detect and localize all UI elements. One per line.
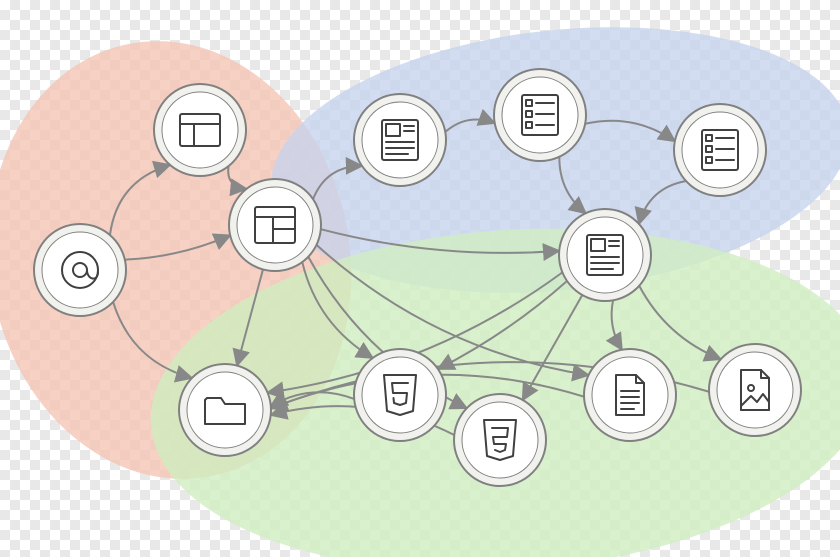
node-article1: [354, 94, 446, 186]
node-css3: [454, 394, 546, 486]
node-layout: [229, 179, 321, 271]
node-textfile: [584, 349, 676, 441]
node-article2: [559, 209, 651, 301]
node-list1: [494, 69, 586, 161]
node-folder: [179, 364, 271, 456]
node-imagefile: [709, 344, 801, 436]
node-html5: [354, 349, 446, 441]
diagram-canvas: [0, 0, 840, 557]
node-window: [154, 84, 246, 176]
node-at: [34, 224, 126, 316]
node-list2: [674, 104, 766, 196]
